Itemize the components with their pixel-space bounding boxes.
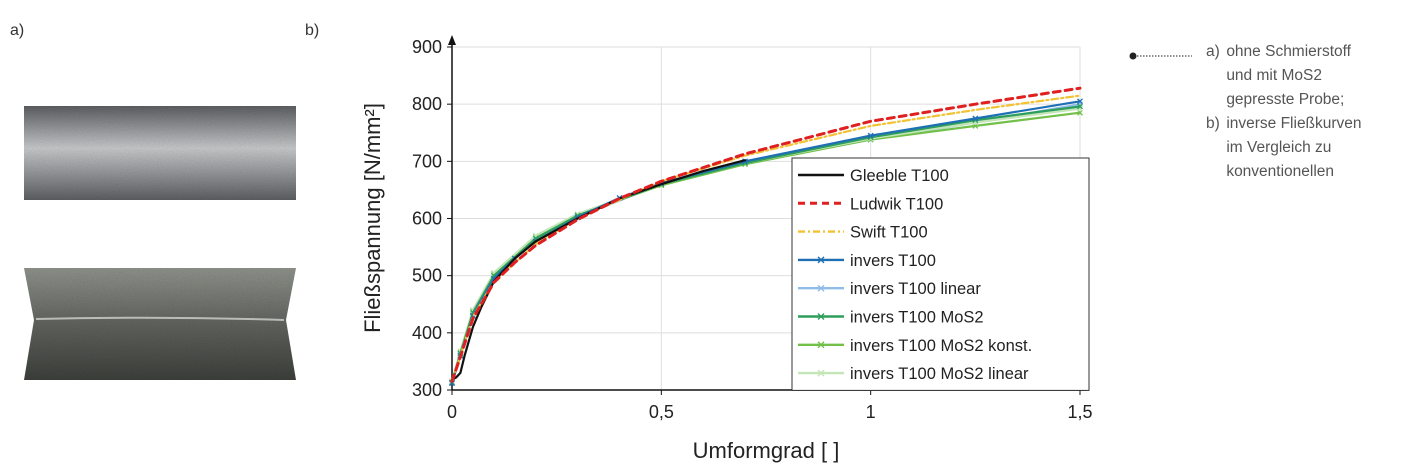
- caption-b-line-2: im Vergleich zu: [1226, 139, 1332, 156]
- y-tick-label: 700: [412, 151, 442, 171]
- legend-label: invers T100: [850, 252, 936, 270]
- caption-a-line-2: und mit MoS2: [1226, 67, 1322, 84]
- y-tick-label: 800: [412, 94, 442, 114]
- caption-marker-a: a): [1206, 43, 1220, 60]
- legend-box: [791, 157, 1090, 391]
- x-tick-label: 0,5: [649, 402, 674, 422]
- legend-marker: [817, 256, 825, 264]
- legend-label: Ludwik T100: [850, 195, 943, 213]
- caption-b-line-3: konventionellen: [1226, 163, 1335, 180]
- y-axis-arrow: [448, 35, 456, 45]
- legend-marker: [817, 369, 825, 377]
- caption-marker-b: b): [1206, 115, 1220, 132]
- legend-label: Gleeble T100: [850, 167, 949, 185]
- y-tick-label: 300: [412, 380, 442, 400]
- legend-marker: [817, 284, 825, 292]
- specimen-photo-with-mos2: [24, 268, 296, 380]
- caption-connector-line: [1129, 52, 1192, 60]
- y-axis-label: Fließspannung [N/mm²]: [360, 103, 385, 333]
- y-tick-label: 500: [412, 266, 442, 286]
- series-marker: [867, 132, 874, 139]
- caption-item-a: a) ohne Schmierstoff und mit MoS2 gepres…: [1206, 40, 1351, 112]
- series-marker: [449, 380, 455, 387]
- x-tick-label: 1: [866, 402, 876, 422]
- series-marker: [972, 115, 979, 122]
- y-tick-label: 600: [412, 209, 442, 229]
- caption-b-line-1: inverse Fließkurven: [1226, 115, 1362, 132]
- x-tick-label: 0: [447, 402, 457, 422]
- flow-curve-chart: 300 400 500 600 700 800 900 0 0,5 1 1,5 Gleeble T1…: [360, 35, 1093, 463]
- legend-marker: [817, 313, 825, 320]
- series-line-gleeble-t100: [450, 159, 747, 381]
- x-axis-label: Umformgrad [ ]: [693, 438, 840, 463]
- legend-marker: [817, 341, 825, 349]
- chart-series: [449, 86, 1083, 387]
- legend-label: invers T100 MoS2 linear: [850, 365, 1029, 383]
- series-marker: [1077, 98, 1083, 105]
- legend-label: invers T100 MoS2: [850, 309, 984, 327]
- caption-a-line-1: ohne Schmierstoff: [1226, 43, 1351, 60]
- series-marker: [1077, 103, 1083, 110]
- y-tick-label: 400: [412, 323, 442, 343]
- legend-label: invers T100 MoS2 konst.: [850, 337, 1032, 355]
- legend-label: Swift T100: [850, 224, 928, 242]
- legend-label: invers T100 linear: [850, 280, 981, 298]
- specimen-photo-without-lubricant: [24, 106, 296, 200]
- x-tick-label: 1,5: [1067, 402, 1092, 422]
- caption-item-b: b) inverse Fließkurven im Vergleich zu k…: [1206, 112, 1362, 184]
- chart-legend: Gleeble T100 Ludwik T100 Swift T100 invers …: [791, 157, 1090, 391]
- series-line-ludwik-t100: [450, 86, 1082, 383]
- caption-a-line-3: gepresste Probe;: [1226, 91, 1345, 108]
- panel-label-a: a): [10, 22, 25, 39]
- y-tick-label: 900: [412, 37, 442, 57]
- panel-label-b: b): [305, 22, 320, 39]
